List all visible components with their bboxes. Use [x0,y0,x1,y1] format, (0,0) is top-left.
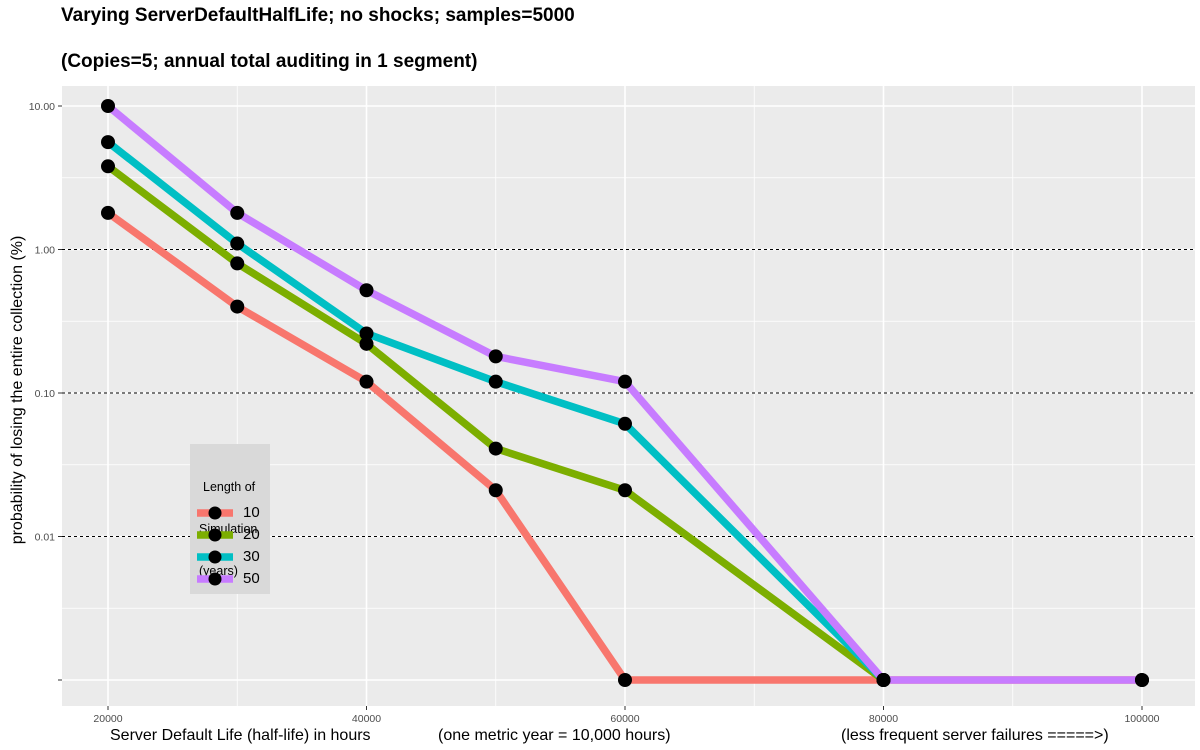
legend-title-line-3: (years) [199,564,238,578]
series-line-30 [105,139,887,683]
data-point-20 [618,483,632,498]
data-point-10 [488,483,503,498]
data-point-50 [1135,673,1149,687]
y-tick-label: 10.00 [29,101,55,113]
data-point-50 [230,205,245,220]
legend-marker-50 [208,572,222,586]
legend-key-20 [197,528,233,542]
x-tick-label: 80000 [869,713,898,725]
x-tick-label: 20000 [93,713,122,725]
x-tick-label: 60000 [610,713,639,725]
data-point-10 [359,374,374,389]
data-point-30 [359,326,374,341]
legend-label-30: 30 [243,548,260,565]
legend: Length of Simulation (years) 10 20 30 50 [190,444,270,594]
data-point-30 [230,236,245,251]
legend-item-50: 50 [196,569,266,589]
y-tick-label: 0.10 [35,388,56,400]
data-point-50 [359,283,374,298]
chart-title: Varying ServerDefaultHalfLife; no shocks… [61,5,575,26]
x-tick-label: 40000 [352,713,381,725]
legend-marker-20 [208,528,222,542]
data-point-50 [488,349,503,364]
data-point-20 [230,256,245,271]
data-point-50 [618,374,632,389]
legend-marker-10 [208,506,222,520]
data-point-30 [488,374,503,389]
x-tick-label: 100000 [1124,713,1159,725]
legend-key-10 [197,506,233,520]
legend-label-20: 20 [243,526,260,543]
legend-key-30 [197,550,233,564]
chart-subtitle: (Copies=5; annual total auditing in 1 se… [61,51,478,72]
legend-label-50: 50 [243,570,260,587]
data-point-50 [101,99,115,113]
legend-title-line-1: Length of [203,480,256,494]
y-axis-label: probability of losing the entire collect… [9,235,26,545]
x-axis-label-part-3: (less frequent server failures =====>) [841,727,1109,744]
legend-item-10: 10 [196,503,266,523]
data-point-10 [618,673,632,687]
data-point-10 [101,205,115,220]
legend-item-20: 20 [196,525,266,545]
series-line-20 [105,163,886,684]
x-axis-label-part-1: Server Default Life (half-life) in hours [110,727,371,744]
y-tick-label: 0.01 [35,532,56,544]
legend-marker-30 [208,550,222,564]
data-point-20 [488,441,503,456]
data-point-30 [101,135,115,150]
legend-label-10: 10 [243,504,260,521]
data-point-50 [876,673,891,687]
plot-panel [62,86,1195,706]
x-axis-label-part-2: (one metric year = 10,000 hours) [438,727,671,744]
data-point-20 [101,159,115,174]
data-point-30 [618,416,632,431]
data-point-10 [230,299,245,314]
legend-key-50 [197,572,233,586]
legend-item-30: 30 [196,547,266,567]
data-point-20 [359,336,374,351]
y-tick-label: 1.00 [35,245,56,257]
